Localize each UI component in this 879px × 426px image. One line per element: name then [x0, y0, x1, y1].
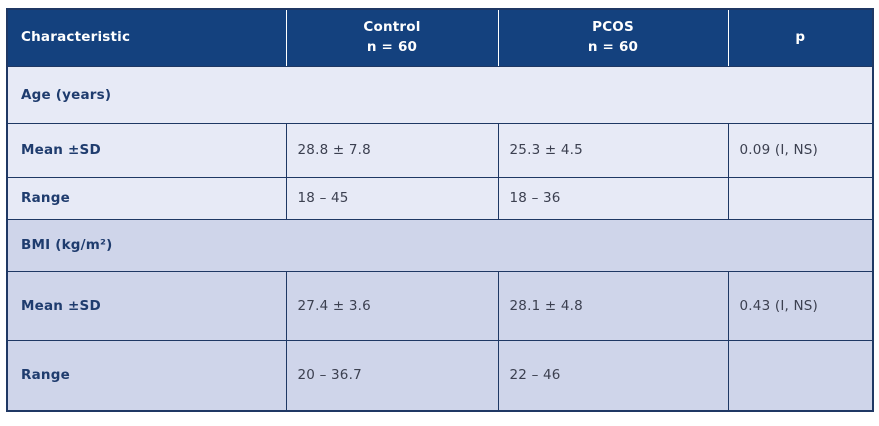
- cell-bmi-mean-control: 27.4 ± 3.6: [285, 270, 499, 341]
- row-label-bmi-range: Range: [6, 339, 287, 412]
- cell-age-mean-pcos: 25.3 ± 4.5: [497, 122, 729, 178]
- cell-age-range-control: 18 – 45: [285, 176, 499, 220]
- header-pcos-name: PCOS: [592, 19, 634, 36]
- cell-age-range-p: [727, 176, 874, 220]
- section-title-age: Age (years): [6, 65, 874, 124]
- table-header-row: Characteristic Control n = 60 PCOS n = 6…: [6, 8, 874, 67]
- cell-age-mean-p: 0.09 (I, NS): [727, 122, 874, 178]
- header-characteristic-label: Characteristic: [21, 28, 131, 45]
- table-row: Range 20 – 36.7 22 – 46: [6, 339, 874, 412]
- header-pcos: PCOS n = 60: [497, 8, 729, 67]
- row-label-age-range: Range: [6, 176, 287, 220]
- table-row: Range 18 – 45 18 – 36: [6, 176, 874, 220]
- header-control-n: n = 60: [366, 38, 418, 55]
- row-label-bmi-mean: Mean ±SD: [6, 270, 287, 341]
- header-control-name: Control: [363, 19, 421, 36]
- header-characteristic: Characteristic: [6, 8, 287, 67]
- cell-bmi-mean-p: 0.43 (I, NS): [727, 270, 874, 341]
- cell-bmi-range-control: 20 – 36.7: [285, 339, 499, 412]
- section-title-bmi: BMI (kg/m²): [6, 218, 874, 272]
- row-label-age-mean: Mean ±SD: [6, 122, 287, 178]
- header-p-label: p: [795, 28, 806, 45]
- characteristics-table: Characteristic Control n = 60 PCOS n = 6…: [6, 8, 874, 412]
- cell-age-range-pcos: 18 – 36: [497, 176, 729, 220]
- header-control: Control n = 60: [285, 8, 499, 67]
- section-row-age: Age (years): [6, 65, 874, 124]
- cell-bmi-mean-pcos: 28.1 ± 4.8: [497, 270, 729, 341]
- cell-age-mean-control: 28.8 ± 7.8: [285, 122, 499, 178]
- table-row: Mean ±SD 27.4 ± 3.6 28.1 ± 4.8 0.43 (I, …: [6, 270, 874, 341]
- cell-bmi-range-p: [727, 339, 874, 412]
- header-pcos-n: n = 60: [587, 38, 639, 55]
- table-row: Mean ±SD 28.8 ± 7.8 25.3 ± 4.5 0.09 (I, …: [6, 122, 874, 178]
- section-row-bmi: BMI (kg/m²): [6, 218, 874, 272]
- cell-bmi-range-pcos: 22 – 46: [497, 339, 729, 412]
- header-p: p: [727, 8, 874, 67]
